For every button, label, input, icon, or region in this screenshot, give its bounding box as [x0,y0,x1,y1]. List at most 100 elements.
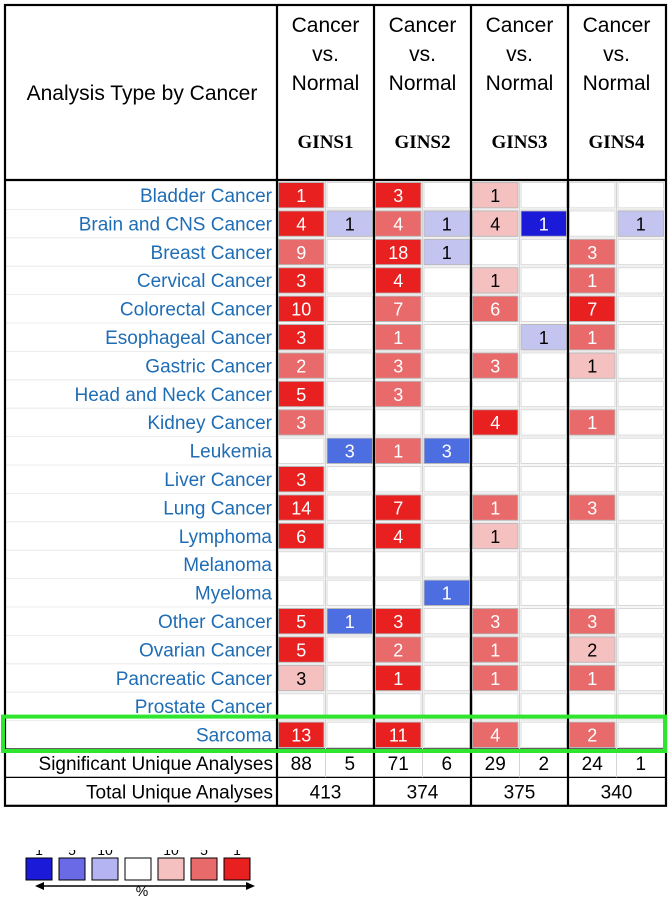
heatmap-cell [326,352,373,379]
legend-swatch [91,857,119,881]
heatmap-cell [617,579,664,606]
cell-value: 10 [291,300,311,320]
significant-label: Significant Unique Analyses [39,754,273,775]
heatmap-cell [326,324,373,351]
heatmap-cell [375,579,422,606]
heatmap-cell [326,380,373,408]
cell-value: 1 [587,356,597,376]
significant-count: 71 [388,754,409,775]
cancer-type-label: Liver Cancer [164,470,272,491]
heatmap-cell [278,324,325,351]
cell-value: 13 [291,726,311,746]
heatmap-cell [569,380,616,408]
significant-count: 2 [538,754,549,775]
heatmap-cell [617,551,664,578]
cell-value: 3 [393,356,403,376]
heatmap-cell [326,636,373,663]
cell-value: 3 [296,669,306,689]
heatmap-cell [569,466,616,493]
heatmap-cell [326,494,373,521]
heatmap-cell [520,721,567,748]
heatmap-cell [423,466,470,493]
cell-value: 6 [296,527,306,547]
total-label: Total Unique Analyses [86,782,273,803]
heatmap-cell [520,494,567,521]
cell-value: 1 [587,669,597,689]
heatmap-cell [472,238,519,266]
cancer-type-label: Myeloma [195,584,273,605]
cell-value: 1 [296,186,306,206]
heatmap-cell [617,352,664,379]
cell-value: 1 [490,498,500,518]
cell-value: 1 [539,328,549,348]
heatmap-cell [472,352,519,379]
cancer-type-label: Melanoma [183,555,272,576]
cell-value: 9 [296,243,306,263]
heatmap-cell [375,664,422,692]
comparison-header: Cancer [292,14,360,37]
comparison-header: Normal [292,72,360,95]
heatmap-cell [569,409,616,436]
cell-value: 3 [587,243,597,263]
cell-value: 3 [490,356,500,376]
cell-value: 1 [490,186,500,206]
heatmap-cell [278,295,325,323]
heatmap-cell [569,182,616,209]
heatmap-cell [520,295,567,323]
heatmap-cell [472,409,519,436]
heatmap-cell [423,267,470,294]
heatmap-cell [569,352,616,379]
heatmap-cell [617,210,664,237]
heatmap-cell [375,238,422,266]
comparison-header: Cancer [583,14,651,37]
heatmap-cell [423,494,470,521]
heatmap-cell [375,608,422,635]
heatmap-cell [472,210,519,237]
heatmap-cell [423,579,470,606]
cancer-type-label: Ovarian Cancer [139,640,273,661]
heatmap-cell [278,721,325,748]
cell-value: 4 [490,413,500,433]
heatmap-cell [617,295,664,323]
legend-label: 1 [233,850,241,858]
heatmap-cell [472,324,519,351]
heatmap-cell [326,664,373,692]
heatmap-cell [423,409,470,436]
heatmap-cell [520,579,567,606]
total-count: 375 [504,782,536,803]
heatmap-cell [375,295,422,323]
heatmap-cell [423,437,470,465]
comparison-header: Cancer [389,14,457,37]
heatmap-cell [326,437,373,465]
heatmap-cell [520,636,567,663]
cell-value: 7 [393,300,403,320]
legend-swatch [190,857,218,881]
heatmap-cell [278,494,325,521]
cell-value: 2 [587,726,597,746]
cell-value: 4 [393,271,403,291]
heatmap-cell [423,295,470,323]
legend-label: 5 [200,850,208,858]
cancer-type-label: Lymphoma [179,527,273,548]
heatmap-cell [423,210,470,237]
row-header-title: Analysis Type by Cancer [27,82,258,105]
heatmap-cell [278,636,325,663]
cell-value: 1 [442,214,452,234]
heatmap-cell [326,238,373,266]
heatmap-cell [520,182,567,209]
gene-header: GINS4 [589,132,645,153]
heatmap-cell [278,238,325,266]
cell-value: 2 [587,640,597,660]
cancer-type-label: Other Cancer [158,612,273,633]
heatmap-cell [375,636,422,663]
cell-value: 2 [393,640,403,660]
cell-value: 5 [296,385,306,405]
heatmap-cell [569,267,616,294]
heatmap-cell [472,182,519,209]
cancer-type-label: Bladder Cancer [140,186,273,207]
cell-value: 1 [587,271,597,291]
cell-value: 3 [296,413,306,433]
heatmap-cell [472,721,519,748]
heatmap-cell [520,608,567,635]
cell-value: 3 [393,612,403,632]
